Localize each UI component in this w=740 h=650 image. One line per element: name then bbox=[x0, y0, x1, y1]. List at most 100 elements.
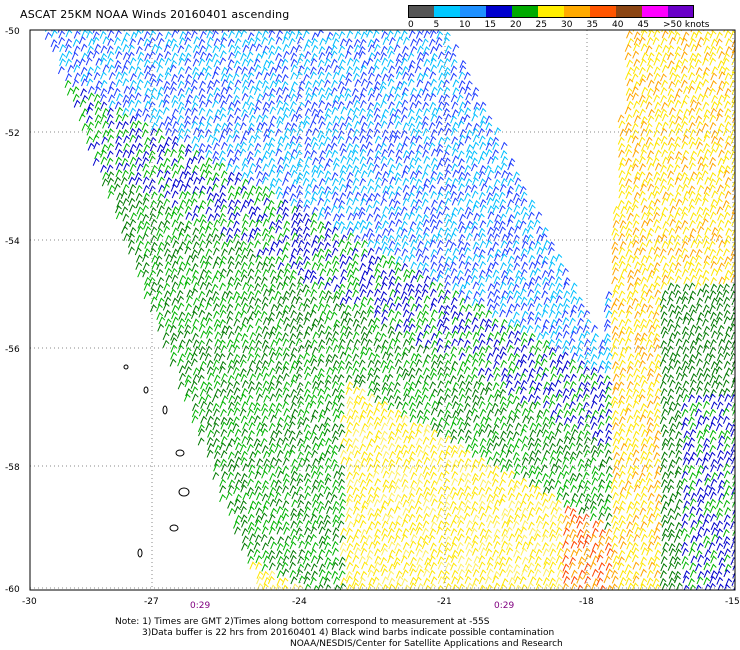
wind-barb bbox=[162, 142, 170, 151]
wind-barb bbox=[407, 108, 415, 117]
wind-barb bbox=[599, 458, 607, 467]
wind-barb bbox=[247, 353, 255, 362]
wind-barb bbox=[639, 234, 647, 243]
wind-barb bbox=[403, 135, 411, 144]
wind-barb bbox=[158, 316, 166, 325]
wind-barb bbox=[429, 239, 437, 248]
wind-barb bbox=[227, 219, 234, 228]
wind-barb bbox=[492, 149, 499, 158]
wind-barb bbox=[233, 407, 241, 416]
wind-barb bbox=[197, 204, 205, 213]
wind-barb bbox=[570, 330, 577, 339]
wind-barb bbox=[527, 281, 535, 290]
wind-barb bbox=[415, 233, 423, 242]
wind-barb bbox=[639, 78, 646, 87]
wind-barb bbox=[136, 225, 144, 234]
wind-barb bbox=[190, 358, 198, 367]
wind-barb bbox=[326, 92, 333, 101]
wind-barb bbox=[156, 303, 163, 312]
wind-barb bbox=[156, 247, 164, 256]
wind-barb bbox=[710, 323, 718, 332]
wind-barb bbox=[457, 458, 465, 467]
wind-barb bbox=[457, 428, 465, 437]
wind-barb bbox=[156, 156, 164, 165]
wind-barb bbox=[381, 430, 388, 439]
wind-barb bbox=[694, 281, 702, 290]
wind-barb bbox=[729, 79, 735, 88]
wind-barb bbox=[521, 423, 529, 432]
wind-barb bbox=[309, 30, 311, 31]
wind-barb bbox=[169, 324, 177, 333]
wind-barb bbox=[451, 394, 459, 403]
wind-barb bbox=[457, 325, 465, 334]
wind-barb bbox=[330, 311, 338, 320]
wind-barb bbox=[668, 449, 676, 458]
wind-barb bbox=[578, 332, 586, 341]
wind-barb bbox=[681, 121, 688, 130]
wind-barb bbox=[718, 430, 725, 439]
wind-barb bbox=[478, 358, 486, 367]
wind-barb bbox=[184, 30, 192, 39]
wind-barb bbox=[716, 128, 723, 137]
wind-barb bbox=[624, 71, 632, 80]
wind-barb bbox=[163, 219, 171, 228]
wind-barb bbox=[346, 30, 354, 39]
wind-barb bbox=[653, 253, 661, 262]
wind-barb bbox=[681, 211, 688, 220]
wind-barb bbox=[345, 164, 353, 173]
wind-barb bbox=[255, 219, 263, 228]
wind-barb bbox=[239, 359, 247, 368]
wind-barb bbox=[324, 136, 331, 145]
wind-barb bbox=[365, 338, 373, 347]
wind-barb bbox=[120, 176, 128, 185]
wind-barb bbox=[430, 225, 438, 234]
wind-barb bbox=[703, 339, 711, 348]
wind-barb bbox=[674, 225, 682, 234]
wind-barb bbox=[394, 108, 402, 117]
wind-barb bbox=[697, 184, 705, 193]
wind-barb bbox=[324, 227, 332, 236]
wind-barb bbox=[703, 186, 711, 195]
wind-barb bbox=[591, 430, 599, 439]
wind-barb bbox=[302, 416, 310, 425]
wind-barb bbox=[477, 395, 485, 404]
wind-barb bbox=[281, 436, 289, 445]
wind-barb bbox=[534, 267, 541, 276]
wind-barb bbox=[521, 400, 528, 409]
wind-barb bbox=[640, 183, 647, 192]
wind-barb bbox=[617, 136, 625, 145]
wind-barb bbox=[463, 281, 471, 290]
wind-barb bbox=[689, 38, 697, 47]
wind-barb bbox=[730, 290, 735, 299]
wind-barb bbox=[540, 353, 548, 362]
wind-barb bbox=[715, 366, 723, 375]
wind-barb bbox=[249, 211, 257, 220]
wind-barb bbox=[570, 296, 578, 305]
wind-barb bbox=[227, 451, 235, 460]
wind-barb bbox=[449, 52, 457, 61]
wind-barb bbox=[165, 136, 172, 145]
wind-barb bbox=[331, 380, 339, 389]
wind-barb bbox=[445, 331, 453, 340]
wind-barb bbox=[121, 169, 129, 178]
wind-barb bbox=[730, 135, 735, 144]
wind-barb bbox=[268, 263, 276, 272]
wind-barb bbox=[725, 46, 733, 55]
wind-barb bbox=[409, 141, 417, 150]
wind-barb bbox=[661, 101, 668, 110]
wind-barb bbox=[368, 393, 376, 402]
wind-barb bbox=[346, 227, 354, 236]
wind-barb bbox=[366, 267, 373, 276]
wind-barb bbox=[143, 169, 151, 178]
wind-barb bbox=[227, 80, 234, 89]
wind-barb bbox=[247, 283, 255, 292]
wind-barb bbox=[361, 248, 368, 257]
wind-barb bbox=[263, 344, 270, 353]
wind-barb bbox=[275, 360, 283, 369]
wind-barb bbox=[100, 164, 107, 173]
wind-barb bbox=[317, 234, 325, 243]
wind-barb bbox=[184, 233, 191, 242]
wind-barb bbox=[696, 128, 703, 137]
wind-barb bbox=[305, 463, 313, 472]
wind-barb bbox=[150, 218, 158, 227]
